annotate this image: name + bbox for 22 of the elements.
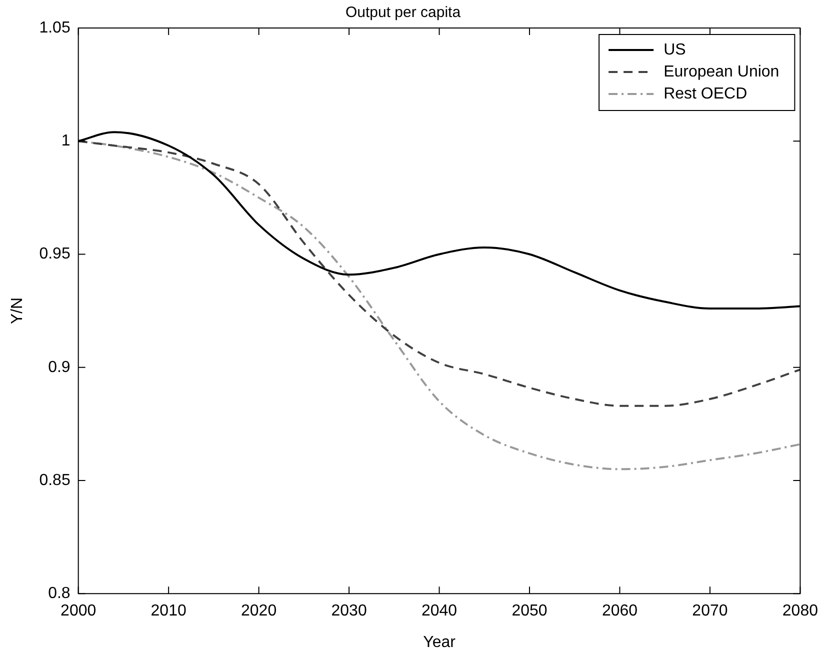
legend-label: European Union (664, 63, 780, 80)
y-tick-label: 1 (61, 132, 70, 150)
x-tick-label: 2040 (421, 602, 458, 620)
x-tick-label: 2070 (692, 602, 728, 620)
x-tick-label: 2050 (512, 602, 548, 620)
x-tick-label: 2020 (241, 602, 277, 620)
x-axis-title: Year (423, 634, 456, 651)
y-tick-label: 0.8 (48, 585, 70, 602)
y-tick-label: 0.9 (48, 358, 70, 376)
y-tick-label: 1.05 (39, 19, 70, 36)
line-series (78, 140, 800, 407)
chart-title: Output per capita (345, 4, 462, 22)
y-tick-label: 0.85 (39, 472, 70, 489)
x-tick-label: 2080 (782, 602, 818, 620)
legend-label: US (664, 41, 686, 58)
legend-label: Rest OECD (664, 85, 748, 102)
y-tick-label: 0.95 (39, 246, 70, 263)
x-tick-label: 2010 (150, 602, 186, 620)
x-tick-label: 2000 (60, 602, 96, 620)
x-tick-label: 2030 (331, 602, 367, 620)
y-axis-title: Y/N (9, 297, 26, 324)
x-tick-label: 2060 (602, 602, 638, 620)
